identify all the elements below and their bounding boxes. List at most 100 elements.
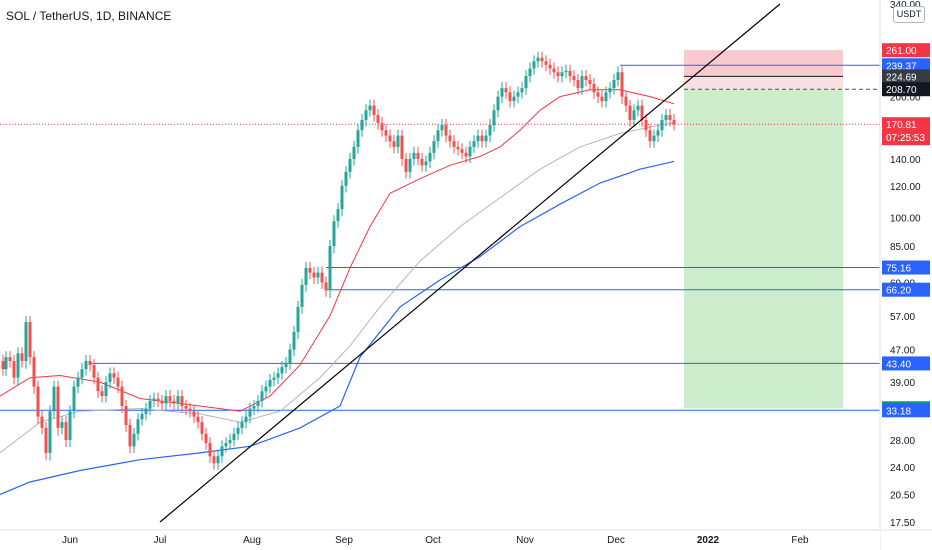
- candle: [12, 361, 16, 378]
- price-tick-label: 85.00: [890, 242, 915, 253]
- price-badge-bg: [882, 69, 930, 84]
- candle: [528, 68, 532, 77]
- candle: [244, 416, 248, 423]
- candle: [656, 130, 660, 136]
- candle: [376, 115, 380, 123]
- candle: [356, 130, 360, 147]
- price-tick-label: 100.00: [890, 214, 921, 225]
- candle: [480, 135, 484, 142]
- candle: [644, 119, 648, 131]
- price-tick-label: 200.00: [890, 93, 921, 104]
- candle: [368, 105, 372, 111]
- time-tick-label: Jun: [62, 535, 78, 546]
- candle: [100, 391, 104, 397]
- price-badge: 43.40: [882, 356, 930, 371]
- candle: [60, 422, 64, 428]
- candle: [432, 141, 436, 153]
- price-tick-label: 140.00: [890, 155, 921, 166]
- candle: [228, 439, 232, 444]
- candle: [444, 125, 448, 136]
- price-badge-label: 75.16: [886, 264, 911, 275]
- candle: [504, 88, 508, 93]
- time-tick-label: Nov: [516, 535, 534, 546]
- candle: [180, 396, 184, 407]
- time-tick-label: Sep: [335, 535, 353, 546]
- candle: [16, 353, 20, 378]
- candle: [172, 400, 176, 404]
- price-badge-bg: [882, 82, 930, 97]
- candle: [340, 185, 344, 210]
- candle: [240, 422, 244, 428]
- candle: [20, 353, 24, 362]
- candle: [652, 135, 656, 142]
- candle: [416, 152, 420, 159]
- candle: [668, 115, 672, 120]
- price-badge-bg: [882, 43, 930, 58]
- candle: [620, 72, 624, 97]
- candle: [352, 146, 356, 159]
- candle: [184, 406, 188, 409]
- candle: [152, 398, 156, 401]
- countdown-label: 07:25:53: [886, 133, 925, 144]
- candle: [40, 416, 44, 428]
- price-badge-label: 208.70: [886, 85, 917, 96]
- candle: [396, 135, 400, 147]
- candle: [232, 433, 236, 440]
- candle: [324, 282, 328, 291]
- candle: [336, 209, 340, 222]
- candle: [236, 427, 240, 434]
- candle: [28, 322, 32, 358]
- price-badge-bg: [882, 356, 930, 371]
- time-axis[interactable]: Jun Jul Aug Sep Oct Nov Dec 2022 Feb: [0, 529, 932, 550]
- candle: [544, 61, 548, 65]
- candle: [188, 408, 192, 412]
- candle: [252, 406, 256, 409]
- price-badge-bg: [882, 117, 930, 146]
- candle: [144, 408, 148, 414]
- price-badge-label: 66.20: [886, 286, 911, 297]
- price-badge-bg: [882, 58, 930, 73]
- candle: [212, 456, 216, 464]
- price-badge: 75.16: [882, 260, 930, 275]
- price-badge-label: 33.18: [886, 406, 911, 417]
- candle: [640, 105, 644, 120]
- candle: [224, 443, 228, 447]
- candle: [476, 135, 480, 142]
- candle: [268, 379, 272, 387]
- chart-pane[interactable]: [0, 3, 880, 523]
- candle: [404, 158, 408, 172]
- candle: [592, 84, 596, 93]
- candle: [616, 72, 620, 81]
- candle: [664, 115, 668, 120]
- time-axis-bg: [0, 530, 880, 550]
- candle: [488, 125, 492, 136]
- candle: [420, 158, 424, 166]
- candle: [32, 357, 36, 387]
- candle: [8, 357, 12, 362]
- currency-badge[interactable]: USDT: [893, 6, 925, 23]
- candle: [628, 105, 632, 120]
- candle: [364, 110, 368, 120]
- symbol-title: SOL / TetherUS, 1D, BINANCE: [6, 9, 172, 23]
- price-badge: 33.18: [882, 403, 930, 418]
- candle: [192, 411, 196, 417]
- candle: [168, 396, 172, 401]
- candle: [276, 373, 280, 378]
- candle: [452, 141, 456, 147]
- candle: [156, 398, 160, 401]
- candle: [388, 135, 392, 142]
- candle: [48, 411, 52, 453]
- candle: [456, 146, 460, 150]
- candle: [116, 377, 120, 387]
- candle: [76, 377, 80, 387]
- candle: [248, 408, 252, 417]
- candle: [272, 377, 276, 380]
- candle: [136, 419, 140, 434]
- candle: [288, 349, 292, 364]
- candle: [524, 76, 528, 89]
- candle: [612, 80, 616, 89]
- time-tick-label: 2022: [697, 535, 720, 546]
- candle: [292, 331, 296, 350]
- price-badge-bg: [882, 282, 930, 297]
